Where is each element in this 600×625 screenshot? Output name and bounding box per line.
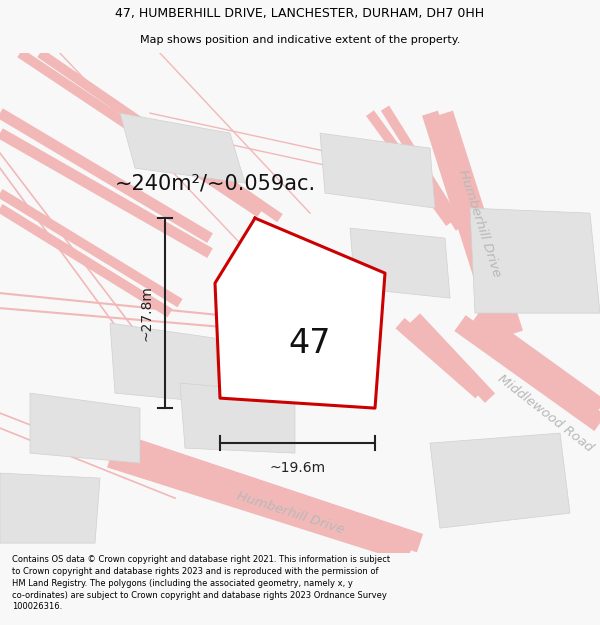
Polygon shape xyxy=(470,208,600,313)
Polygon shape xyxy=(0,473,100,543)
Polygon shape xyxy=(180,383,295,453)
Text: 47: 47 xyxy=(289,327,331,359)
Polygon shape xyxy=(320,133,435,208)
Polygon shape xyxy=(215,218,385,408)
Text: Middlewood Road: Middlewood Road xyxy=(495,372,595,454)
Text: Humberhill Drive: Humberhill Drive xyxy=(457,168,503,279)
Text: ~27.8m: ~27.8m xyxy=(139,285,153,341)
Polygon shape xyxy=(350,228,450,298)
Text: Contains OS data © Crown copyright and database right 2021. This information is : Contains OS data © Crown copyright and d… xyxy=(12,555,390,611)
Text: ~19.6m: ~19.6m xyxy=(269,461,326,475)
Polygon shape xyxy=(430,433,570,528)
Text: ~240m²/~0.059ac.: ~240m²/~0.059ac. xyxy=(115,173,316,193)
Text: Map shows position and indicative extent of the property.: Map shows position and indicative extent… xyxy=(140,35,460,45)
Text: Humberhill Drive: Humberhill Drive xyxy=(235,489,346,537)
Text: 47, HUMBERHILL DRIVE, LANCHESTER, DURHAM, DH7 0HH: 47, HUMBERHILL DRIVE, LANCHESTER, DURHAM… xyxy=(115,7,485,20)
Polygon shape xyxy=(110,323,220,403)
Polygon shape xyxy=(30,393,140,463)
Polygon shape xyxy=(120,113,245,183)
